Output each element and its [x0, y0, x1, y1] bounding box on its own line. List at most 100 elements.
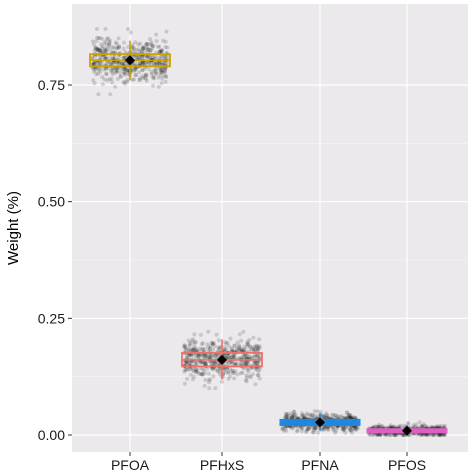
- jitter-point: [208, 356, 213, 360]
- jitter-point: [442, 433, 447, 437]
- jitter-point: [93, 45, 98, 50]
- jitter-point: [311, 413, 316, 418]
- jitter-point: [348, 415, 353, 420]
- jitter-point: [105, 60, 110, 65]
- jitter-point: [107, 42, 112, 47]
- jitter-point: [139, 54, 144, 59]
- jitter-point: [299, 425, 303, 430]
- jitter-point: [313, 426, 318, 431]
- jitter-point: [148, 42, 153, 47]
- jitter-point: [111, 60, 116, 65]
- jitter-point: [188, 367, 192, 371]
- jitter-point: [304, 428, 309, 433]
- jitter-point: [141, 46, 146, 50]
- jitter-point: [247, 374, 252, 379]
- jitter-point: [347, 413, 352, 417]
- jitter-point: [254, 361, 259, 365]
- box-pfna: [279, 413, 361, 431]
- jitter-point: [201, 368, 206, 373]
- jitter-point: [95, 27, 99, 31]
- jitter-point: [300, 413, 305, 418]
- jitter-point: [255, 347, 260, 352]
- jitter-point: [126, 27, 130, 31]
- jitter-point: [429, 424, 434, 429]
- jitter-point: [228, 374, 233, 379]
- jitter-point: [340, 426, 345, 431]
- x-tick-label: PFHxS: [200, 457, 244, 473]
- jitter-point: [104, 49, 109, 54]
- jitter-point: [331, 427, 336, 432]
- jitter-point: [184, 359, 189, 364]
- jitter-point: [137, 70, 141, 75]
- jitter-point: [291, 415, 296, 420]
- jitter-point: [96, 66, 101, 71]
- jitter-point: [419, 424, 424, 429]
- jitter-point: [128, 30, 133, 35]
- jitter-point: [211, 342, 216, 347]
- jitter-point: [341, 428, 346, 433]
- jitter-point: [110, 72, 115, 77]
- jitter-point: [185, 376, 190, 381]
- jitter-point: [145, 55, 150, 59]
- jitter-point: [141, 73, 146, 78]
- jitter-point: [147, 60, 152, 65]
- jitter-point: [392, 433, 397, 437]
- jitter-point: [202, 383, 207, 388]
- jitter-point: [145, 45, 150, 50]
- jitter-point: [186, 367, 191, 372]
- jitter-point: [196, 353, 201, 358]
- jitter-point: [343, 425, 348, 430]
- jitter-point: [154, 32, 159, 37]
- jitter-point: [200, 352, 205, 357]
- jitter-point: [425, 433, 430, 437]
- jitter-point: [144, 72, 148, 77]
- jitter-point: [326, 425, 331, 430]
- jitter-point: [188, 373, 193, 377]
- jitter-point: [242, 354, 247, 359]
- jitter-point: [198, 359, 203, 364]
- jitter-point: [96, 46, 101, 51]
- jitter-point: [125, 77, 130, 82]
- jitter-point: [92, 48, 97, 53]
- jitter-point: [377, 433, 382, 437]
- jitter-point: [105, 37, 110, 42]
- jitter-point: [213, 362, 217, 366]
- jitter-point: [236, 356, 241, 361]
- jitter-point: [194, 347, 199, 352]
- jitter-point: [138, 61, 143, 66]
- jitter-point: [117, 61, 121, 66]
- jitter-point: [249, 355, 254, 360]
- jitter-point: [159, 70, 164, 74]
- jitter-point: [103, 46, 108, 51]
- jitter-point: [116, 60, 121, 65]
- jitter-point: [198, 346, 203, 351]
- jitter-point: [112, 54, 117, 59]
- jitter-point: [104, 42, 109, 47]
- jitter-point: [198, 332, 203, 337]
- jitter-point: [241, 348, 246, 353]
- jitter-point: [210, 367, 215, 372]
- jitter-point: [326, 415, 331, 420]
- jitter-point: [153, 54, 158, 59]
- jitter-point: [164, 29, 169, 34]
- jitter-point: [191, 347, 196, 352]
- jitter-point: [223, 340, 227, 345]
- jitter-point: [186, 338, 191, 343]
- jitter-point: [434, 424, 439, 429]
- jitter-point: [252, 353, 257, 358]
- jitter-point: [206, 355, 211, 360]
- jitter-point: [211, 359, 216, 364]
- jitter-point: [227, 370, 231, 375]
- jitter-point: [421, 422, 426, 426]
- jitter-point: [92, 81, 97, 86]
- jitter-point: [257, 352, 262, 357]
- jitter-point: [137, 61, 142, 66]
- jitter-point: [152, 67, 157, 72]
- jitter-point: [114, 60, 119, 65]
- jitter-point: [115, 60, 120, 64]
- jitter-point: [191, 345, 196, 350]
- jitter-point: [257, 376, 262, 381]
- jitter-point: [219, 379, 224, 384]
- jitter-point: [283, 411, 288, 416]
- jitter-point: [249, 347, 254, 352]
